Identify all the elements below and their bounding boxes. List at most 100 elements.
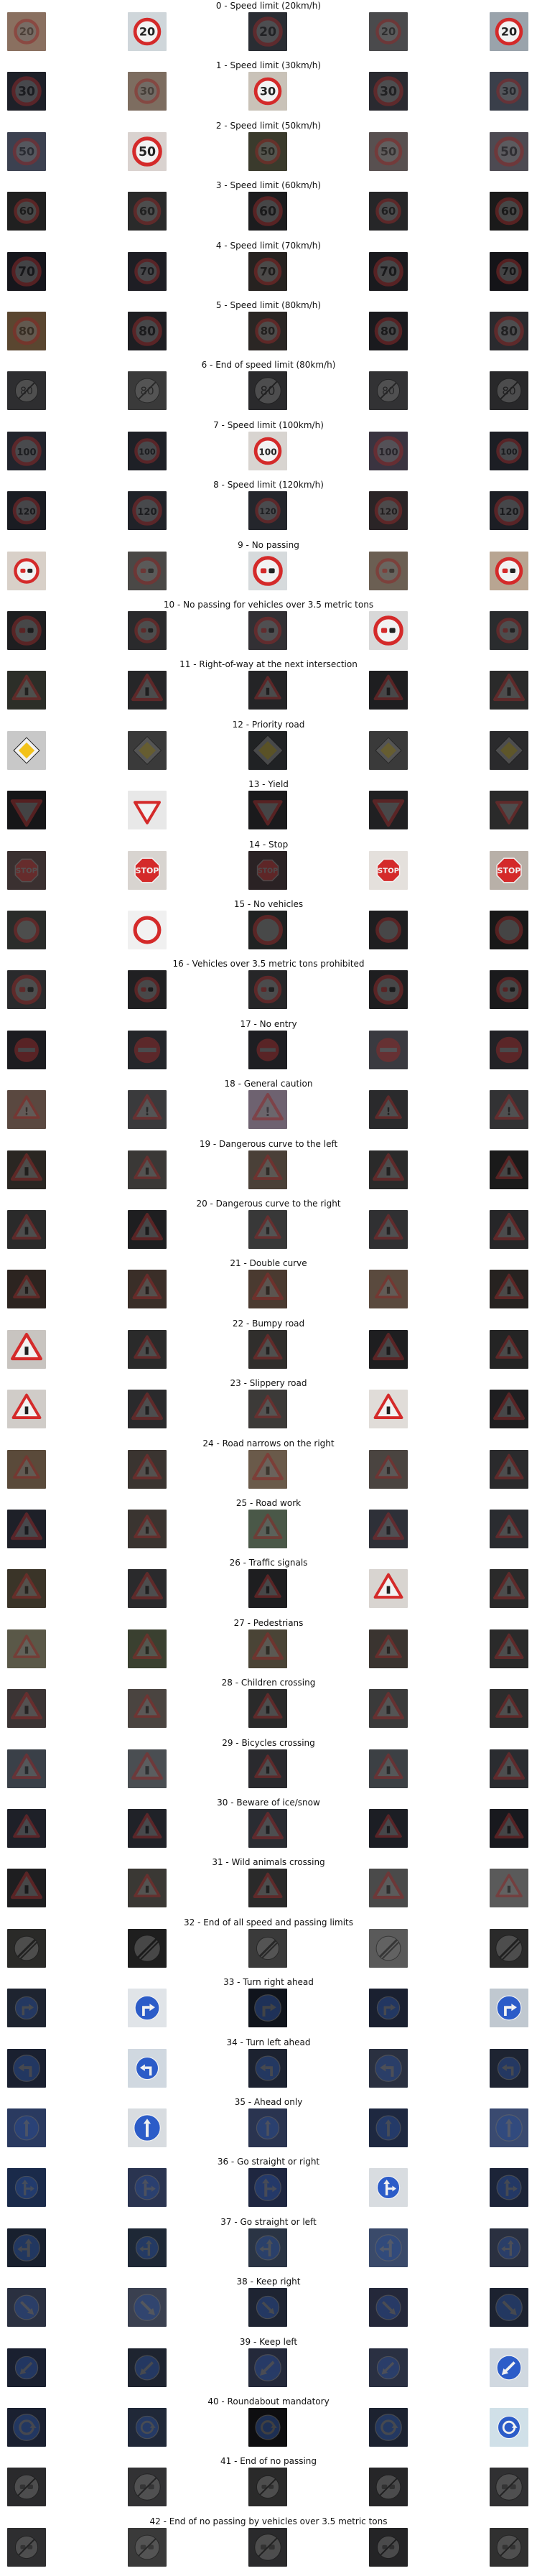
sample-image [128, 1809, 167, 1848]
class-row: 8 - Speed limit (120km/h) 120 120 120 12… [0, 479, 537, 539]
sample-image [128, 1150, 167, 1189]
sample-image: STOP [490, 850, 528, 890]
sample-image [369, 791, 408, 830]
svg-text:100: 100 [500, 447, 518, 457]
sample-image [7, 1030, 46, 1069]
sample-image [369, 1989, 408, 2028]
svg-text:30: 30 [18, 85, 35, 99]
sample-image [490, 611, 528, 650]
class-title: 1 - Speed limit (30km/h) [215, 60, 322, 71]
svg-text:!: ! [265, 1105, 271, 1119]
sample-image [369, 2408, 408, 2447]
sample-image: STOP [369, 850, 408, 890]
class-title: 4 - Speed limit (70km/h) [215, 240, 322, 251]
sample-image: 50 [490, 131, 528, 171]
class-title: 39 - Keep left [239, 2336, 298, 2347]
class-title: 42 - End of no passing by vehicles over … [149, 2516, 388, 2526]
sample-image [248, 791, 287, 830]
sample-image [490, 2468, 528, 2507]
sample-image: 30 [369, 72, 408, 111]
class-row: 40 - Roundabout mandatory [0, 2396, 537, 2455]
sample-image: 80 [369, 371, 408, 411]
sample-image [128, 611, 167, 650]
class-title: 21 - Double curve [230, 1258, 307, 1269]
svg-text:120: 120 [17, 507, 35, 517]
sample-image [7, 2048, 46, 2088]
sample-image: 80 [369, 312, 408, 350]
sample-image [248, 1150, 287, 1189]
sample-image [7, 1329, 46, 1369]
svg-text:!: ! [24, 1107, 29, 1118]
sample-image [490, 791, 528, 830]
class-row: 33 - Turn right ahead [0, 1976, 537, 2036]
sample-image: 100 [490, 431, 528, 470]
sample-image [369, 2228, 408, 2267]
sample-image: 120 [490, 491, 528, 531]
sample-image [128, 671, 167, 710]
sample-image [490, 1030, 528, 1069]
class-row: 16 - Vehicles over 3.5 metric tons prohi… [0, 958, 537, 1018]
sample-image [7, 1390, 46, 1429]
class-row: 42 - End of no passing by vehicles over … [0, 2516, 537, 2575]
sample-image [369, 1569, 408, 1609]
class-title: 11 - Right-of-way at the next intersecti… [179, 659, 358, 670]
sample-image [248, 2108, 287, 2147]
sample-image [490, 2108, 528, 2147]
sample-image: 60 [490, 192, 528, 231]
sample-image [128, 1270, 167, 1309]
sample-image [128, 2048, 167, 2088]
class-title: 32 - End of all speed and passing limits [183, 1917, 353, 1928]
sample-image [490, 1390, 528, 1429]
sample-image [128, 1329, 167, 1369]
sample-image [248, 1928, 287, 1968]
sample-image: 60 [248, 192, 287, 231]
sample-image: STOP [248, 850, 287, 890]
sample-image [128, 1510, 167, 1548]
sample-image [7, 1150, 46, 1189]
sample-image: ! [490, 1090, 528, 1130]
sample-image [7, 2288, 46, 2328]
sample-image [248, 2527, 287, 2567]
sample-image [128, 2168, 167, 2208]
sample-image: STOP [128, 850, 167, 890]
sample-image [490, 1689, 528, 1729]
sample-image [490, 1869, 528, 1908]
sample-image: STOP [7, 850, 46, 890]
sample-image [490, 1989, 528, 2028]
sample-image [128, 970, 167, 1010]
svg-text:120: 120 [259, 507, 276, 516]
sample-image [248, 911, 287, 949]
sample-image: 80 [248, 371, 287, 411]
class-row: 2 - Speed limit (50km/h) 50 50 50 50 50 [0, 120, 537, 180]
class-row: 37 - Go straight or left [0, 2216, 537, 2276]
sample-image [248, 2048, 287, 2088]
class-title: 23 - Slippery road [230, 1378, 307, 1389]
sample-image [369, 1030, 408, 1069]
svg-text:50: 50 [380, 144, 396, 158]
sample-image [7, 1689, 46, 1729]
sample-image: 120 [128, 491, 167, 531]
sample-image [248, 1270, 287, 1309]
sample-image [490, 1449, 528, 1489]
svg-text:100: 100 [258, 447, 276, 457]
sample-image [248, 2348, 287, 2387]
svg-text:80: 80 [19, 324, 34, 338]
svg-text:70: 70 [18, 264, 35, 279]
sample-image [490, 1749, 528, 1788]
sample-image [7, 911, 46, 949]
sample-image [7, 1210, 46, 1249]
sample-image [248, 671, 287, 710]
svg-text:!: ! [506, 1105, 511, 1118]
class-title: 10 - No passing for vehicles over 3.5 me… [163, 600, 374, 610]
sample-image [248, 730, 287, 770]
sample-image [369, 2288, 408, 2328]
svg-text:STOP: STOP [16, 867, 37, 875]
sample-image [248, 551, 287, 590]
svg-text:60: 60 [19, 205, 34, 218]
sample-image [7, 1989, 46, 2028]
sample-image [7, 791, 46, 830]
class-title: 35 - Ahead only [234, 2097, 303, 2107]
class-row: 24 - Road narrows on the right [0, 1438, 537, 1497]
sample-image [128, 1928, 167, 1968]
